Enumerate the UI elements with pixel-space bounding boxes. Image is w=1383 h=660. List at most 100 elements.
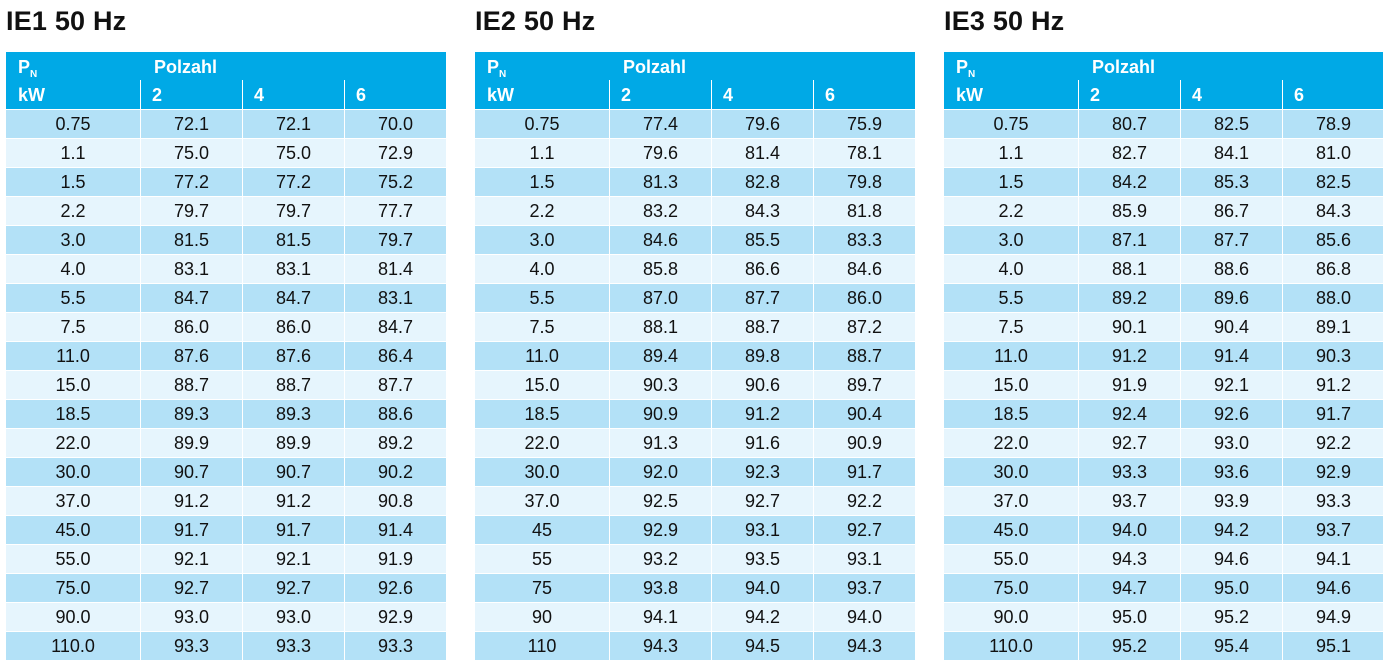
efficiency-cell: 81.5 [242, 226, 344, 254]
efficiency-cell: 93.7 [1282, 516, 1383, 544]
unit-header: kW [18, 85, 45, 105]
pole-count-header: Polzahl [154, 57, 218, 77]
table-row: 2.2 85.9 86.7 84.3 [944, 196, 1383, 225]
efficiency-cell: 93.2 [609, 545, 711, 573]
table-row: 15.0 90.3 90.6 89.7 [475, 370, 915, 399]
efficiency-cell: 85.9 [1078, 197, 1180, 225]
efficiency-cell: 92.3 [711, 458, 813, 486]
efficiency-cell: 77.2 [242, 168, 344, 196]
efficiency-cell: 86.4 [344, 342, 446, 370]
power-cell: 1.5 [60, 172, 86, 192]
efficiency-cell: 93.6 [1180, 458, 1282, 486]
efficiency-cell: 88.6 [1180, 255, 1282, 283]
power-cell: 0.75 [993, 114, 1029, 134]
efficiency-cell: 89.7 [813, 371, 915, 399]
table-row: 18.5 92.4 92.6 91.7 [944, 399, 1383, 428]
table-row: 15.0 88.7 88.7 87.7 [6, 370, 446, 399]
efficiency-cell: 87.0 [609, 284, 711, 312]
efficiency-cell: 94.0 [813, 603, 915, 631]
table-title: IE1 50 Hz [6, 6, 127, 36]
efficiency-cell: 93.3 [140, 632, 242, 660]
efficiency-cell: 95.0 [1180, 574, 1282, 602]
efficiency-cell: 82.7 [1078, 139, 1180, 167]
efficiency-cell: 89.1 [1282, 313, 1383, 341]
efficiency-cell: 90.9 [609, 400, 711, 428]
table-row: 3.0 87.1 87.7 85.6 [944, 225, 1383, 254]
efficiency-cell: 81.5 [140, 226, 242, 254]
power-cell: 7.5 [60, 317, 86, 337]
efficiency-cell: 86.8 [1282, 255, 1383, 283]
power-cell: 15.0 [55, 375, 91, 395]
power-cell: 2.2 [529, 201, 555, 221]
power-cell: 5.5 [998, 288, 1024, 308]
efficiency-cell: 92.2 [813, 487, 915, 515]
power-subscript: N [30, 69, 38, 80]
power-subscript: N [499, 69, 507, 80]
efficiency-cell: 84.3 [1282, 197, 1383, 225]
efficiency-cell: 92.5 [609, 487, 711, 515]
efficiency-cell: 94.7 [1078, 574, 1180, 602]
efficiency-cell: 92.7 [813, 516, 915, 544]
efficiency-cell: 83.2 [609, 197, 711, 225]
efficiency-cell: 78.1 [813, 139, 915, 167]
efficiency-cell: 93.5 [711, 545, 813, 573]
power-cell: 5.5 [529, 288, 555, 308]
efficiency-cell: 81.4 [344, 255, 446, 283]
table-row: 7.5 90.1 90.4 89.1 [944, 312, 1383, 341]
power-cell: 7.5 [998, 317, 1024, 337]
pole-header: 4 [1192, 85, 1203, 105]
efficiency-cell: 91.4 [1180, 342, 1282, 370]
efficiency-cell: 87.2 [813, 313, 915, 341]
efficiency-cell: 77.4 [609, 110, 711, 138]
efficiency-cell: 89.8 [711, 342, 813, 370]
efficiency-cell: 92.2 [1282, 429, 1383, 457]
efficiency-cell: 94.2 [1180, 516, 1282, 544]
table-row: 75.0 92.7 92.7 92.6 [6, 573, 446, 602]
table-row: 30.0 92.0 92.3 91.7 [475, 457, 915, 486]
efficiency-cell: 95.2 [1180, 603, 1282, 631]
efficiency-cell: 79.8 [813, 168, 915, 196]
efficiency-cell: 91.2 [242, 487, 344, 515]
efficiency-cell: 91.7 [1282, 400, 1383, 428]
efficiency-cell: 93.0 [1180, 429, 1282, 457]
power-symbol: P [956, 57, 969, 77]
power-header: PN [18, 57, 37, 80]
efficiency-cell: 89.9 [242, 429, 344, 457]
table-title: IE2 50 Hz [475, 6, 596, 36]
table-row: 37.0 93.7 93.9 93.3 [944, 486, 1383, 515]
efficiency-cell: 84.2 [1078, 168, 1180, 196]
table-title: IE3 50 Hz [944, 6, 1065, 36]
efficiency-cell: 82.8 [711, 168, 813, 196]
table-row: 5.5 89.2 89.6 88.0 [944, 283, 1383, 312]
efficiency-cell: 87.7 [344, 371, 446, 399]
efficiency-cell: 92.9 [344, 603, 446, 631]
table-header: PN kW Polzahl 2 4 6 [475, 52, 915, 109]
efficiency-cell: 95.1 [1282, 632, 1383, 660]
header-divider [609, 80, 610, 109]
power-cell: 110 [527, 636, 557, 656]
efficiency-cell: 90.7 [242, 458, 344, 486]
efficiency-cell: 92.4 [1078, 400, 1180, 428]
header-divider [1078, 80, 1079, 109]
pole-header: 6 [1294, 85, 1305, 105]
table-row: 11.0 87.6 87.6 86.4 [6, 341, 446, 370]
efficiency-cell: 91.9 [1078, 371, 1180, 399]
power-cell: 55.0 [993, 549, 1029, 569]
efficiency-cell: 83.1 [242, 255, 344, 283]
efficiency-cell: 70.0 [344, 110, 446, 138]
power-cell: 30.0 [993, 462, 1029, 482]
power-cell: 55 [531, 549, 553, 569]
efficiency-cell: 88.7 [813, 342, 915, 370]
table-row: 2.2 83.2 84.3 81.8 [475, 196, 915, 225]
unit-header: kW [956, 85, 983, 105]
power-cell: 15.0 [524, 375, 560, 395]
efficiency-cell: 92.7 [242, 574, 344, 602]
table-row: 3.0 84.6 85.5 83.3 [475, 225, 915, 254]
power-cell: 75.0 [55, 578, 91, 598]
efficiency-cell: 91.2 [1078, 342, 1180, 370]
power-cell: 18.5 [524, 404, 560, 424]
efficiency-cell: 84.6 [813, 255, 915, 283]
pole-count-header: Polzahl [1092, 57, 1156, 77]
efficiency-cell: 75.9 [813, 110, 915, 138]
efficiency-cell: 94.6 [1282, 574, 1383, 602]
